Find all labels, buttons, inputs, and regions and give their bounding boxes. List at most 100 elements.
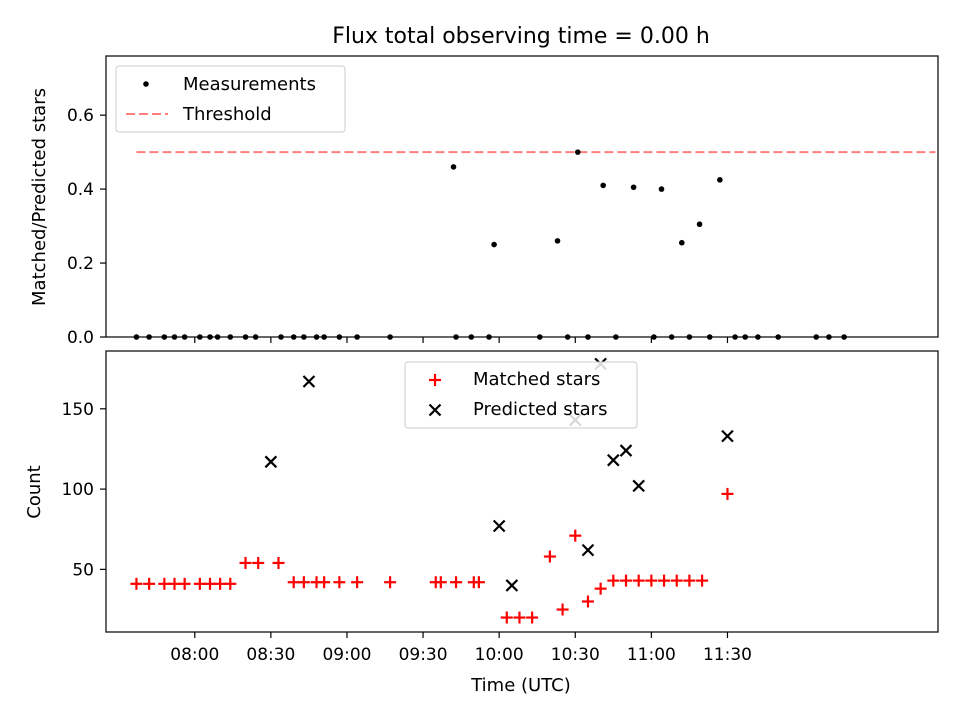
top-plot-frame: [105, 55, 939, 338]
bottom-panel: 08:00 08:30 09:00 09:30 10:00 10:30 11:00 11:30…: [24, 350, 939, 696]
matched-star-point: [569, 529, 582, 542]
measurement-point: [301, 334, 307, 340]
x-tick-label: 11:30: [703, 645, 752, 665]
measurement-point: [679, 239, 685, 246]
matched-stars-points: [130, 487, 734, 624]
predicted-star-point: [721, 429, 734, 443]
measurement-point: [252, 334, 259, 340]
matched-star-point: [384, 576, 397, 589]
legend-threshold-label: Threshold: [182, 104, 272, 125]
top-legend-box: [115, 65, 346, 133]
predicted-star-point: [264, 455, 278, 469]
measurement-point: [453, 334, 459, 340]
measurement-point: [658, 186, 665, 192]
matched-star-point: [333, 576, 346, 589]
measurement-point: [336, 334, 343, 340]
matched-star-point: [130, 577, 143, 590]
matched-star-point: [239, 556, 252, 569]
legend-predicted-label: Predicted stars: [473, 399, 607, 420]
matched-star-point: [351, 576, 364, 589]
measurement-point: [181, 334, 188, 340]
matched-star-point: [556, 603, 569, 616]
predicted-star-point: [619, 444, 633, 457]
measurement-point: [242, 334, 249, 340]
x-tick-label: 08:00: [170, 645, 219, 665]
matched-star-point: [526, 611, 539, 624]
matched-star-point: [297, 576, 310, 589]
x-tick-label: 10:30: [551, 645, 600, 665]
matched-star-point: [472, 576, 485, 589]
matched-star-point: [645, 574, 658, 587]
measurement-point: [630, 184, 637, 191]
bottom-legend: Matched stars Predicted stars: [404, 361, 638, 429]
measurement-point: [841, 334, 847, 340]
matched-star-point: [632, 574, 645, 587]
matched-star-point: [287, 576, 300, 589]
matched-star-point: [193, 577, 206, 590]
legend-measurements-marker: [143, 81, 149, 87]
y-tick-label: 150: [62, 400, 94, 420]
top-x-ticks: [194, 337, 729, 343]
y-tick-label: 0.0: [67, 328, 94, 348]
measurement-point: [197, 334, 203, 340]
legend-plus-glyph: [429, 374, 441, 386]
y-tick-label: 100: [62, 480, 94, 500]
measurement-point: [171, 334, 178, 340]
legend-predicted-marker: [428, 403, 442, 417]
chart-title: Flux total observing time = 0.00 h: [332, 24, 710, 49]
predicted-star-point: [492, 519, 506, 533]
measurement-point: [564, 334, 571, 340]
measurement-point: [146, 334, 152, 340]
measurement-point: [742, 334, 749, 340]
matched-star-point: [543, 550, 556, 563]
matched-star-point: [696, 574, 709, 587]
predicted-stars-points: [264, 357, 734, 592]
matched-star-point: [594, 582, 607, 595]
measurement-point: [600, 182, 606, 189]
measurement-point: [313, 334, 320, 340]
legend-measurements-label: Measurements: [183, 74, 316, 95]
measurement-point: [575, 149, 581, 155]
measurement-point: [554, 238, 561, 244]
predicted-star-point: [581, 543, 595, 557]
measurement-point: [813, 334, 820, 340]
bottom-y-ticks: 50 100 150: [62, 400, 106, 580]
measurement-point: [826, 334, 832, 340]
measurement-point: [706, 334, 713, 340]
measurement-point: [775, 334, 781, 340]
matched-star-point: [620, 574, 632, 587]
matched-star-point: [581, 595, 594, 608]
matched-star-point: [204, 577, 216, 590]
legend-x-glyph: [428, 403, 442, 417]
matched-star-point: [434, 576, 447, 589]
measurement-points: [133, 149, 847, 340]
measurement-point: [491, 241, 497, 248]
measurement-point: [278, 334, 284, 340]
top-y-axis-label: Matched/Predicted stars: [29, 88, 50, 306]
matched-star-point: [721, 487, 734, 500]
measurement-point: [290, 334, 297, 340]
matched-star-point: [607, 574, 620, 587]
matched-star-point: [214, 577, 227, 590]
top-legend: Measurements Threshold: [115, 65, 346, 133]
top-y-ticks: 0.0 0.2 0.4 0.6: [67, 106, 106, 348]
matched-star-point: [513, 611, 526, 624]
y-tick-label: 50: [72, 560, 94, 580]
measurement-point: [450, 164, 457, 170]
bottom-y-axis-label: Count: [24, 465, 45, 518]
matched-star-point: [168, 577, 181, 590]
measurement-point: [755, 334, 761, 340]
measurement-point: [732, 334, 738, 340]
x-tick-label: 10:00: [475, 645, 524, 665]
x-tick-label: 09:00: [322, 645, 371, 665]
x-tick-label: 08:30: [246, 645, 295, 665]
measurement-point: [468, 334, 475, 340]
measurement-point: [486, 334, 492, 340]
measurement-point: [613, 334, 619, 340]
measurement-point: [214, 334, 221, 340]
legend-matched-label: Matched stars: [473, 369, 600, 390]
matched-star-point: [158, 577, 171, 590]
legend-matched-marker: [429, 374, 441, 386]
y-tick-label: 0.6: [67, 106, 94, 126]
